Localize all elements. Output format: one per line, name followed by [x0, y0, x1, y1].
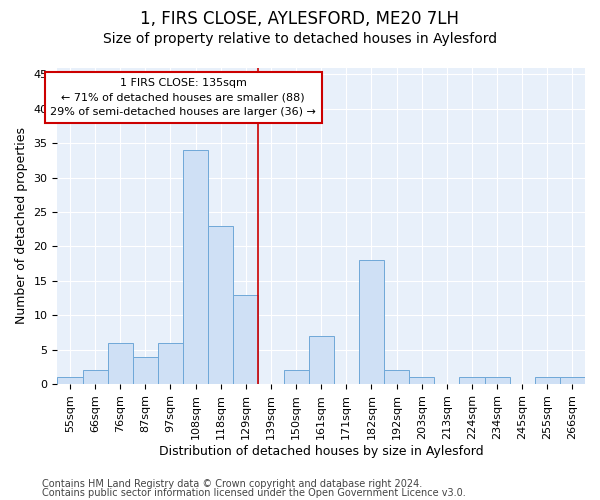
Bar: [233, 294, 259, 384]
Bar: [535, 377, 560, 384]
Bar: [83, 370, 107, 384]
Text: 1, FIRS CLOSE, AYLESFORD, ME20 7LH: 1, FIRS CLOSE, AYLESFORD, ME20 7LH: [140, 10, 460, 28]
Text: Contains HM Land Registry data © Crown copyright and database right 2024.: Contains HM Land Registry data © Crown c…: [42, 479, 422, 489]
Bar: [485, 377, 509, 384]
Y-axis label: Number of detached properties: Number of detached properties: [15, 128, 28, 324]
X-axis label: Distribution of detached houses by size in Aylesford: Distribution of detached houses by size …: [159, 444, 484, 458]
Bar: [308, 336, 334, 384]
Text: Size of property relative to detached houses in Aylesford: Size of property relative to detached ho…: [103, 32, 497, 46]
Bar: [460, 377, 485, 384]
Bar: [183, 150, 208, 384]
Bar: [58, 377, 83, 384]
Text: 1 FIRS CLOSE: 135sqm
← 71% of detached houses are smaller (88)
29% of semi-detac: 1 FIRS CLOSE: 135sqm ← 71% of detached h…: [50, 78, 316, 118]
Text: Contains public sector information licensed under the Open Government Licence v3: Contains public sector information licen…: [42, 488, 466, 498]
Bar: [359, 260, 384, 384]
Bar: [133, 356, 158, 384]
Bar: [158, 343, 183, 384]
Bar: [384, 370, 409, 384]
Bar: [208, 226, 233, 384]
Bar: [409, 377, 434, 384]
Bar: [284, 370, 308, 384]
Bar: [107, 343, 133, 384]
Bar: [560, 377, 585, 384]
